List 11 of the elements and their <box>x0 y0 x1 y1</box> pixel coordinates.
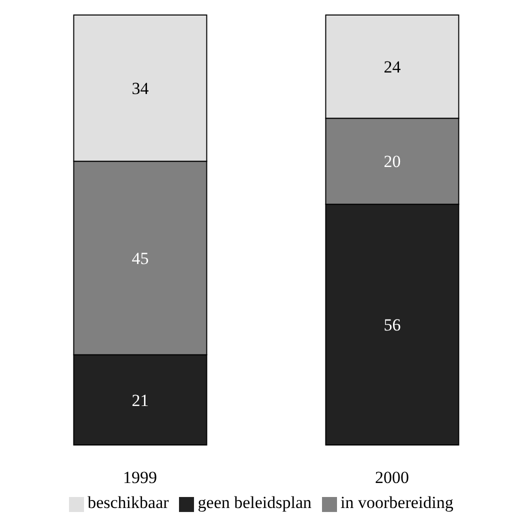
data-label: 34 <box>132 79 150 98</box>
legend-label: in voorbereiding <box>340 493 454 512</box>
data-label: 24 <box>384 58 402 77</box>
x-tick-label: 2000 <box>375 468 409 488</box>
legend-label: geen beleidsplan <box>198 493 312 512</box>
data-label: 20 <box>384 152 401 172</box>
data-label: 21 <box>132 390 149 410</box>
x-tick-label: 1999 <box>123 468 157 488</box>
data-label: 45 <box>132 248 149 268</box>
legend-label: beschikbaar <box>88 493 169 512</box>
data-label: 56 <box>384 316 401 335</box>
